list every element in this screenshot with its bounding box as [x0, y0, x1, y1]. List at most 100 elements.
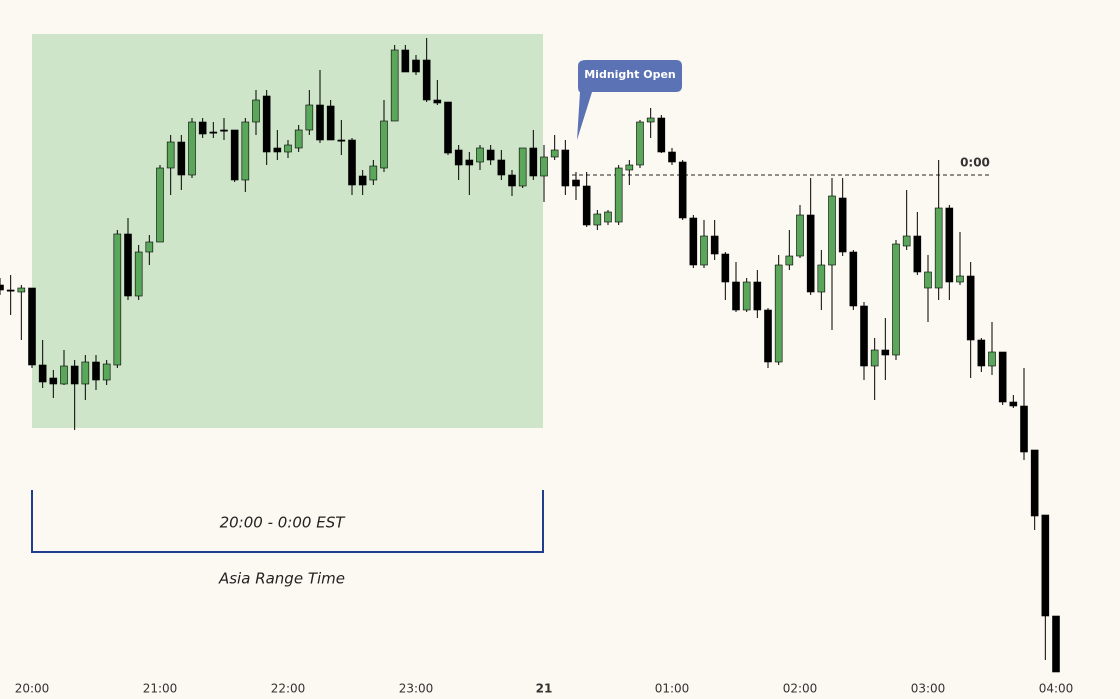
candle-body — [198, 121, 207, 135]
candle-body — [625, 164, 634, 171]
candle-body — [582, 185, 591, 226]
candle-body — [828, 195, 836, 266]
candle-body — [188, 121, 196, 176]
candle-body — [412, 59, 420, 73]
x-tick-label: 21 — [536, 682, 553, 696]
candle-body — [550, 149, 559, 158]
candle-body — [305, 104, 314, 131]
candle-body — [593, 213, 602, 226]
candle-body — [369, 165, 378, 181]
x-tick-label: 03:00 — [911, 682, 946, 696]
candle-body — [60, 365, 68, 385]
candle-body — [742, 281, 751, 311]
candle-body — [134, 251, 143, 297]
candle-body — [145, 241, 154, 253]
candle-body — [273, 147, 282, 153]
candle-body — [230, 129, 239, 181]
candle-body — [124, 233, 132, 297]
candle-body — [636, 121, 644, 166]
candle-body — [977, 339, 986, 367]
candle-body — [700, 235, 708, 266]
candle-body — [38, 364, 47, 383]
candle-body — [956, 275, 964, 283]
candle-body — [838, 197, 847, 253]
candle-body — [945, 207, 954, 283]
candle-body — [380, 120, 388, 169]
candle-body — [454, 149, 463, 166]
range-label: 20:00 - 0:00 EST — [220, 514, 347, 532]
candle-body — [1041, 514, 1050, 617]
candle-body — [518, 147, 527, 187]
candle-body — [156, 167, 164, 243]
candle-body — [924, 271, 932, 289]
range-bracket — [31, 490, 544, 553]
candle-body — [6, 289, 15, 292]
x-tick-label: 21:00 — [143, 682, 178, 696]
candle-body — [849, 251, 858, 307]
candle-body — [316, 104, 324, 141]
candle-body — [220, 129, 228, 132]
candle-body — [604, 211, 612, 223]
candle-body — [177, 141, 186, 176]
candle-body — [113, 233, 122, 366]
candle-body — [70, 365, 79, 385]
candle-body — [1009, 401, 1018, 407]
x-tick-label: 02:00 — [783, 682, 818, 696]
candle-body — [657, 117, 666, 153]
candle-body — [774, 264, 783, 363]
candle-body — [1030, 449, 1039, 517]
candle-body — [668, 151, 676, 163]
candle-body — [796, 214, 804, 257]
candle-body — [881, 349, 890, 356]
candle-body — [294, 129, 303, 149]
candle-body — [166, 141, 175, 169]
candle-body — [241, 121, 250, 181]
candle-body — [497, 159, 506, 176]
candle-body — [486, 149, 495, 161]
range-title: Asia Range Time — [218, 570, 345, 588]
candle-body — [209, 131, 218, 134]
candle-body — [422, 59, 431, 101]
candle-body — [0, 284, 4, 291]
x-tick-label: 04:00 — [1039, 682, 1074, 696]
candle-body — [81, 361, 90, 385]
candle-body — [444, 101, 452, 154]
candle-body — [806, 214, 815, 293]
candle-body — [28, 287, 36, 366]
candle-body — [465, 159, 474, 166]
candle-body — [284, 144, 292, 153]
candle-body — [561, 149, 570, 187]
x-tick-label: 22:00 — [271, 682, 306, 696]
candle-body — [988, 351, 996, 367]
candle-body — [998, 351, 1007, 403]
candle-body — [870, 349, 879, 367]
candle-body — [785, 255, 794, 266]
candle-body — [49, 377, 58, 385]
candle-body — [433, 99, 442, 104]
candle-body — [17, 287, 26, 293]
candle-body — [476, 147, 484, 163]
callout-box — [577, 60, 682, 140]
candle-body — [540, 156, 548, 177]
candle-body — [678, 161, 687, 219]
candle-body — [966, 275, 975, 341]
candle-body — [326, 105, 335, 141]
candle-body — [710, 235, 719, 255]
candle-body — [689, 217, 698, 266]
candle-body — [817, 264, 826, 293]
candle-body — [390, 49, 399, 122]
candle-body — [401, 49, 410, 73]
candle-body — [753, 281, 762, 311]
candle-body — [934, 207, 943, 289]
candle-body — [860, 305, 868, 367]
candle-body — [732, 281, 740, 311]
candle-body — [529, 147, 538, 177]
candle-body — [764, 309, 772, 363]
candle-body — [262, 95, 271, 153]
candle-body — [913, 235, 922, 273]
level-label: 0:00 — [960, 156, 990, 170]
x-tick-label: 01:00 — [655, 682, 690, 696]
candle-body — [646, 117, 655, 123]
